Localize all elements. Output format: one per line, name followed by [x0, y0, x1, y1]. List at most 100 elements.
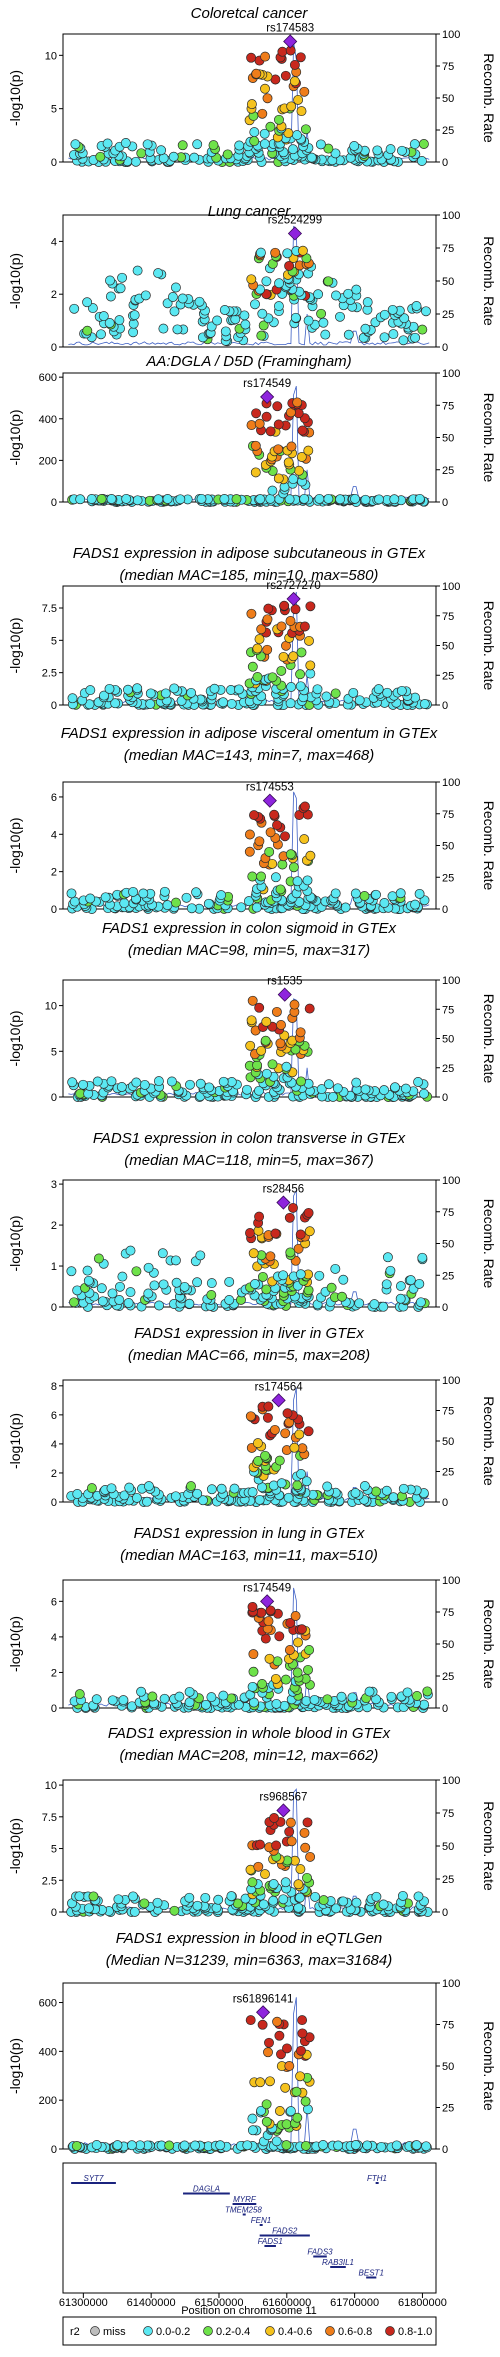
snp-point	[69, 1297, 79, 1308]
snp-point	[398, 335, 409, 346]
snp-point	[132, 495, 143, 506]
snp-point	[240, 1893, 251, 1904]
snp-point	[153, 268, 164, 279]
y-tick-label: 7.5	[42, 1812, 57, 1824]
snp-point	[116, 1082, 127, 1092]
legend-label: miss	[103, 2326, 126, 2338]
snp-point	[256, 330, 267, 341]
snp-point	[164, 2140, 175, 2151]
panel-8: FADS1 expression in liver in GTEx (median…	[7, 1325, 497, 1509]
snp-point	[284, 1645, 295, 1655]
snp-point	[419, 699, 430, 709]
snp-point	[288, 651, 299, 662]
snp-point	[411, 2140, 422, 2151]
panel-title: Lung cancer	[208, 203, 292, 220]
snp-point	[231, 494, 242, 505]
snp-point	[136, 1686, 147, 1697]
snp-point	[271, 2136, 282, 2147]
y2-tick-label: 25	[442, 1270, 454, 1282]
snp-point	[233, 1699, 244, 1710]
snp-point	[297, 245, 308, 256]
y2-tick-label: 50	[442, 93, 454, 105]
gene-label-syt7: SYT7	[84, 2174, 105, 2183]
snp-point	[270, 872, 281, 883]
snp-point	[206, 1484, 217, 1495]
snp-point	[270, 1228, 281, 1239]
snp-point	[314, 493, 325, 504]
snp-point	[285, 2106, 296, 2117]
snp-point	[261, 1016, 272, 1027]
snp-point	[412, 1691, 422, 1701]
snp-point	[128, 1891, 139, 1902]
snp-point	[98, 311, 109, 322]
snp-point	[303, 1207, 314, 1218]
snp-point	[152, 1897, 163, 1908]
snp-point	[245, 2015, 256, 2026]
y2-tick-label: 50	[442, 276, 454, 288]
snp-point	[126, 2140, 137, 2151]
snp-point	[288, 862, 299, 873]
snp-point	[200, 1699, 211, 1710]
snp-point	[381, 1279, 392, 1290]
lead-snp-marker	[262, 793, 277, 808]
snp-point	[379, 1085, 390, 1096]
y2-tick-label: 0	[442, 157, 448, 169]
snp-point	[218, 1076, 229, 1087]
snp-point	[105, 275, 115, 286]
snp-point	[378, 1301, 389, 1312]
snp-point	[247, 1681, 258, 1692]
snp-point	[102, 138, 113, 149]
snp-point	[83, 1903, 94, 1914]
y2-tick-label: 75	[442, 243, 454, 255]
snp-point	[256, 1045, 267, 1056]
snp-point	[410, 332, 421, 343]
snp-point	[114, 315, 125, 326]
snp-point	[269, 1424, 280, 1435]
snp-point	[247, 1877, 258, 1888]
snp-point	[293, 1243, 304, 1254]
snp-point	[413, 1891, 424, 1902]
panel-3: AA:DGLA / D5D (Framingham) 0 200 400 600 -log…	[7, 353, 497, 509]
snp-point	[139, 1898, 150, 1909]
snp-point	[121, 493, 132, 504]
snp-point	[262, 614, 273, 625]
snp-point	[272, 820, 282, 831]
snp-point	[292, 397, 303, 408]
snp-point	[297, 2015, 308, 2026]
gene-label-rab3il1: RAB3IL1	[322, 2258, 354, 2267]
snp-point	[288, 474, 299, 485]
recombination-rate-line	[68, 385, 430, 501]
snp-point	[169, 306, 180, 317]
legend-swatch	[203, 2326, 213, 2336]
y-tick-label: 400	[39, 2046, 57, 2058]
y2-axis-label: Recomb. Rate	[481, 1801, 497, 1891]
y-tick-label: 200	[39, 455, 57, 467]
snp-point	[218, 697, 229, 708]
gene-label-myrf: MYRF	[233, 2195, 257, 2204]
snp-point	[162, 900, 173, 911]
snp-point	[69, 303, 80, 314]
y2-tick-label: 25	[442, 125, 454, 137]
plot-frame	[62, 1379, 437, 1503]
snp-point	[115, 283, 126, 294]
y2-tick-label: 25	[442, 872, 454, 884]
snp-point	[348, 687, 359, 698]
y-tick-label: 2.5	[42, 1875, 57, 1887]
snp-point	[330, 688, 341, 699]
legend-label: 0.4-0.6	[278, 2326, 312, 2338]
snp-point	[256, 871, 267, 882]
y-tick-label: 6	[51, 1410, 57, 1422]
snp-point	[286, 101, 297, 112]
snp-point	[284, 494, 295, 505]
snp-point	[285, 1247, 296, 1258]
snp-point	[343, 329, 354, 340]
snp-point	[240, 319, 251, 330]
snp-point	[351, 1897, 362, 1908]
snp-point	[262, 644, 273, 655]
snp-point	[415, 1297, 426, 1308]
snp-point	[280, 2082, 291, 2093]
y-tick-label: 2	[51, 1468, 57, 1480]
snp-point	[303, 1285, 314, 1296]
snp-point	[123, 1298, 134, 1308]
